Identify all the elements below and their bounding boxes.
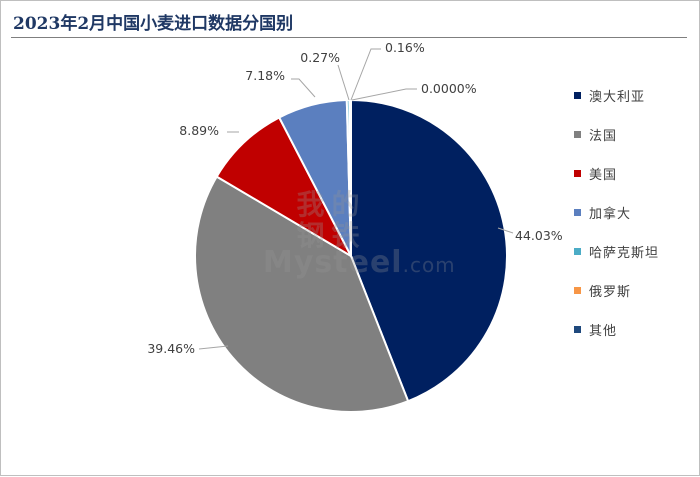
legend-item-5: 俄罗斯: [574, 282, 632, 300]
legend-label: 哈萨克斯坦: [589, 245, 660, 261]
slice-2: [215, 116, 354, 259]
legend-swatch: [574, 91, 581, 99]
slice-5: [348, 98, 352, 257]
legend-label: 加拿大: [589, 206, 632, 222]
legend-swatch: [574, 286, 581, 294]
leader-line-4: [337, 64, 350, 101]
legend-item-6: 其他: [574, 321, 618, 339]
legend-label: 法国: [589, 128, 618, 144]
data-label-5: 0.16%: [385, 40, 425, 55]
data-label-1: 39.46%: [147, 341, 195, 356]
data-label-4: 0.27%: [300, 50, 340, 65]
legend-label: 澳大利亚: [589, 89, 646, 105]
legend-label: 美国: [589, 167, 618, 183]
leader-line-5: [350, 48, 381, 101]
chart-title: 2023年2月中国小麦进口数据分国别: [13, 14, 294, 34]
legend-item-2: 美国: [574, 165, 618, 183]
legend-item-1: 法国: [574, 126, 618, 144]
legend-item-0: 澳大利亚: [574, 87, 646, 105]
legend-swatch: [574, 247, 581, 255]
legend-swatch: [574, 130, 581, 138]
slice-1: [194, 175, 410, 413]
leader-line-3: [291, 78, 316, 98]
legend-swatch: [574, 208, 581, 216]
legend-label: 俄罗斯: [589, 284, 632, 300]
slice-0: [350, 98, 508, 403]
legend-swatch: [574, 169, 581, 177]
leader-line-6: [351, 88, 417, 101]
legend-item-3: 加拿大: [574, 204, 632, 222]
data-label-3: 7.18%: [245, 68, 285, 83]
legend-swatch: [574, 325, 581, 333]
title-divider: [11, 37, 687, 38]
leader-line-0: [497, 227, 514, 234]
leader-line-1: [198, 345, 229, 350]
legend-item-4: 哈萨克斯坦: [574, 243, 660, 261]
data-label-6: 0.0000%: [421, 81, 477, 96]
data-label-0: 44.03%: [515, 228, 563, 243]
data-label-2: 8.89%: [179, 123, 219, 138]
legend-label: 其他: [589, 323, 618, 339]
